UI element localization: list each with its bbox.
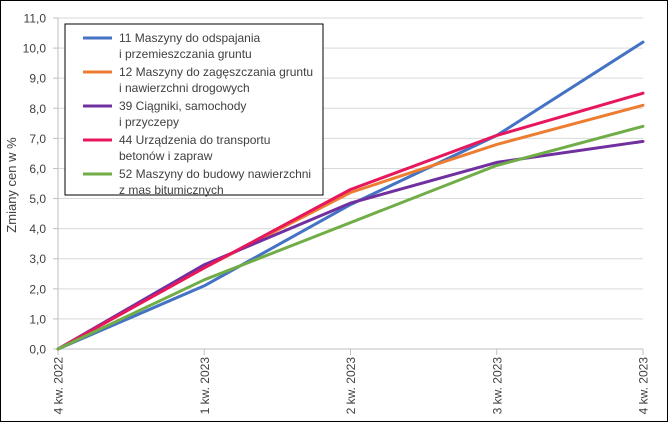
x-tick-label: 2 kw. 2023 (344, 357, 358, 415)
series-lines (56, 40, 645, 351)
y-tick-label: 1,0 (29, 312, 46, 326)
legend-label: 11 Maszyny do odspajania (119, 31, 261, 45)
series-line (56, 124, 645, 351)
y-tick-label: 2,0 (29, 282, 46, 296)
legend: 11 Maszyny do odspajania i przemieszczani… (64, 23, 324, 197)
legend-label: 44 Urządzenia do transportu (119, 133, 270, 147)
y-tick-label: 7,0 (29, 132, 46, 146)
x-tick-label: 4 kw. 2023 (637, 357, 651, 415)
y-tick-label: 6,0 (29, 162, 46, 176)
y-tick-label: 0,0 (29, 343, 46, 357)
legend-label: 39 Ciągniki, samochody (119, 99, 246, 113)
legend-box (64, 23, 324, 196)
y-tick-label: 9,0 (29, 72, 46, 86)
y-axis-title: Zmiany cen w % (4, 137, 19, 233)
y-tick-label: 11,0 (24, 12, 47, 26)
legend-label: i przemieszczania gruntu (119, 47, 252, 61)
axes: 0,0 1,0 2,0 3,0 4,0 5,0 6,0 7,0 8,0 9,0 10,0 11,0 4 … (23, 12, 651, 415)
y-tick-label: 4,0 (29, 222, 46, 236)
y-tick-label: 3,0 (29, 252, 46, 266)
series-line (56, 91, 645, 351)
legend-label: z mas bitumicznych (119, 183, 224, 197)
legend-label: 52 Maszyny do budowy nawierzchni (119, 167, 311, 181)
y-tick-label: 8,0 (29, 102, 46, 116)
legend-label: i nawierzchni drogowych (119, 81, 250, 95)
y-tick-label: 10,0 (23, 42, 47, 56)
x-tick-label: 4 kw. 2022 (52, 357, 66, 415)
series-line (56, 139, 645, 351)
legend-label: i przyczepy (119, 115, 179, 129)
y-tick-label: 5,0 (29, 192, 46, 206)
legend-label: betonów i zapraw (119, 149, 213, 163)
legend-label: 12 Maszyny do zagęszczania gruntu (119, 65, 313, 79)
x-tick-label: 1 kw. 2023 (198, 357, 212, 415)
x-tick-label: 3 kw. 2023 (490, 357, 504, 415)
